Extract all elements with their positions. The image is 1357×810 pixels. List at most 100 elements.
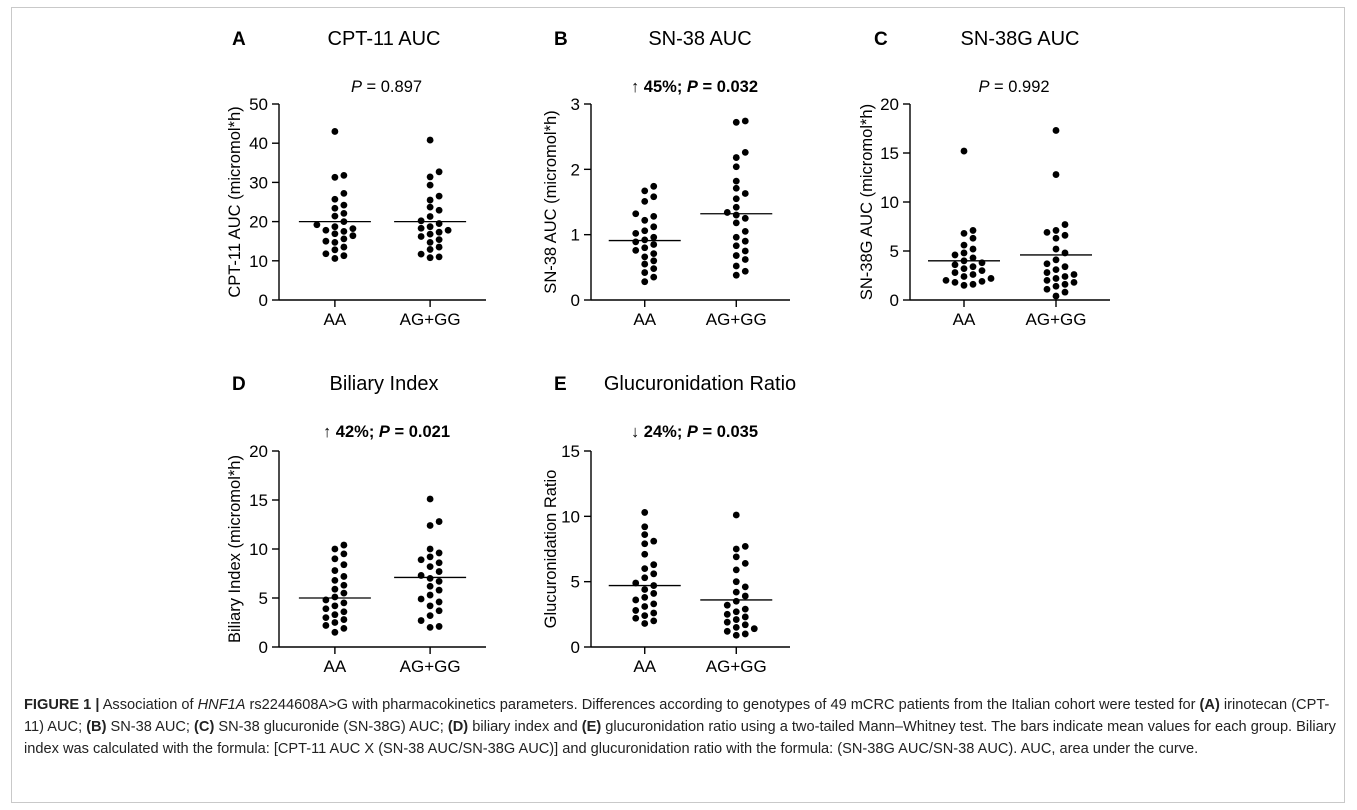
data-point [313,221,321,229]
data-point [960,265,968,273]
y-tick-label: 3 [571,95,580,114]
data-point [732,578,740,586]
y-tick-label: 10 [561,507,580,526]
p-value-annotation: P = 0.897 [351,78,422,96]
data-point [650,273,658,281]
data-point [641,227,649,235]
data-point [426,173,434,181]
annotation-p: P [978,78,989,96]
data-point [435,206,443,214]
data-point [331,576,339,584]
data-point [650,570,658,578]
x-tick-label: AG+GG [400,657,461,676]
data-point [650,233,658,241]
data-point [741,559,749,567]
data-point [417,217,425,225]
data-point [340,573,348,580]
data-point [732,219,740,227]
chart-panel-c: C SN-38G AUC P = 0.992 0 5 10 15 20 AA AG+GG SN-38… [858,28,1110,329]
data-point [426,196,434,204]
data-point [650,617,658,625]
x-tick-label: AG+GG [400,310,461,329]
data-point [340,209,348,217]
data-point [650,561,658,569]
data-point [435,598,443,606]
data-point [340,252,348,260]
data-point [951,269,959,276]
data-point [632,210,640,218]
data-point [444,226,452,234]
data-point [741,148,749,156]
data-point [426,624,434,631]
data-point [969,227,977,234]
data-point [650,193,658,201]
data-point [1070,278,1078,286]
data-point [732,163,740,171]
data-point [331,255,339,262]
data-point [1052,127,1060,134]
data-point [732,511,740,519]
data-point [969,280,977,288]
data-point [723,618,731,626]
data-point [331,611,339,619]
y-tick-label: 0 [259,291,268,310]
data-point [417,556,425,564]
data-point [732,211,740,219]
caption-text: rs2244608A>G with pharmacokinetics param… [245,697,1200,713]
panel-letter: D [232,374,246,395]
caption-marker-a: (A) [1199,697,1220,713]
annotation-prefix: ↑ 42%; [323,423,379,441]
data-point [632,229,640,237]
caption-marker-d: (D) [447,719,469,735]
annotation-value: = 0.032 [698,78,758,96]
data-point [641,269,649,276]
y-tick-label: 50 [249,95,268,114]
data-point [1070,271,1078,278]
data-point [1061,263,1069,271]
caption-marker-c: (C) [194,719,215,735]
data-point [417,595,425,603]
data-point [641,531,649,539]
data-point [426,181,434,189]
data-point [741,542,749,550]
data-point [641,612,649,620]
annotation-p: P [351,78,362,96]
data-point [969,234,977,242]
data-point [732,154,740,161]
data-point [426,203,434,211]
data-point [426,254,434,262]
data-point [435,623,443,630]
data-point [732,566,740,574]
data-point [641,236,649,244]
panel-title: SN-38G AUC [961,28,1080,50]
data-point [1043,277,1051,284]
caption-text: glucuronidation ratio using a two-tailed… [24,719,1336,757]
data-point [723,610,731,618]
data-point [650,600,658,608]
data-point [340,201,348,209]
data-point [650,182,658,190]
data-point [650,212,658,220]
y-tick-label: 15 [561,442,580,461]
y-tick-label: 2 [571,160,580,179]
data-point [732,624,740,631]
y-tick-label: 10 [249,252,268,271]
data-point [732,631,740,639]
data-point [426,582,434,590]
data-point [741,190,749,197]
panel-title: SN-38 AUC [648,28,751,50]
data-point [741,228,749,235]
data-point [741,247,749,255]
data-point [641,620,649,627]
annotation-p: P [687,78,699,96]
annotation-value: = 0.897 [362,78,422,96]
data-point [417,224,425,232]
y-tick-label: 20 [880,95,899,114]
panel-title: Glucuronidation Ratio [604,373,796,395]
annotation-p: P [687,423,699,441]
data-point [340,243,348,251]
data-point [960,147,968,155]
data-point [426,495,434,503]
caption-marker-b: (B) [86,719,107,735]
data-point [435,253,443,261]
